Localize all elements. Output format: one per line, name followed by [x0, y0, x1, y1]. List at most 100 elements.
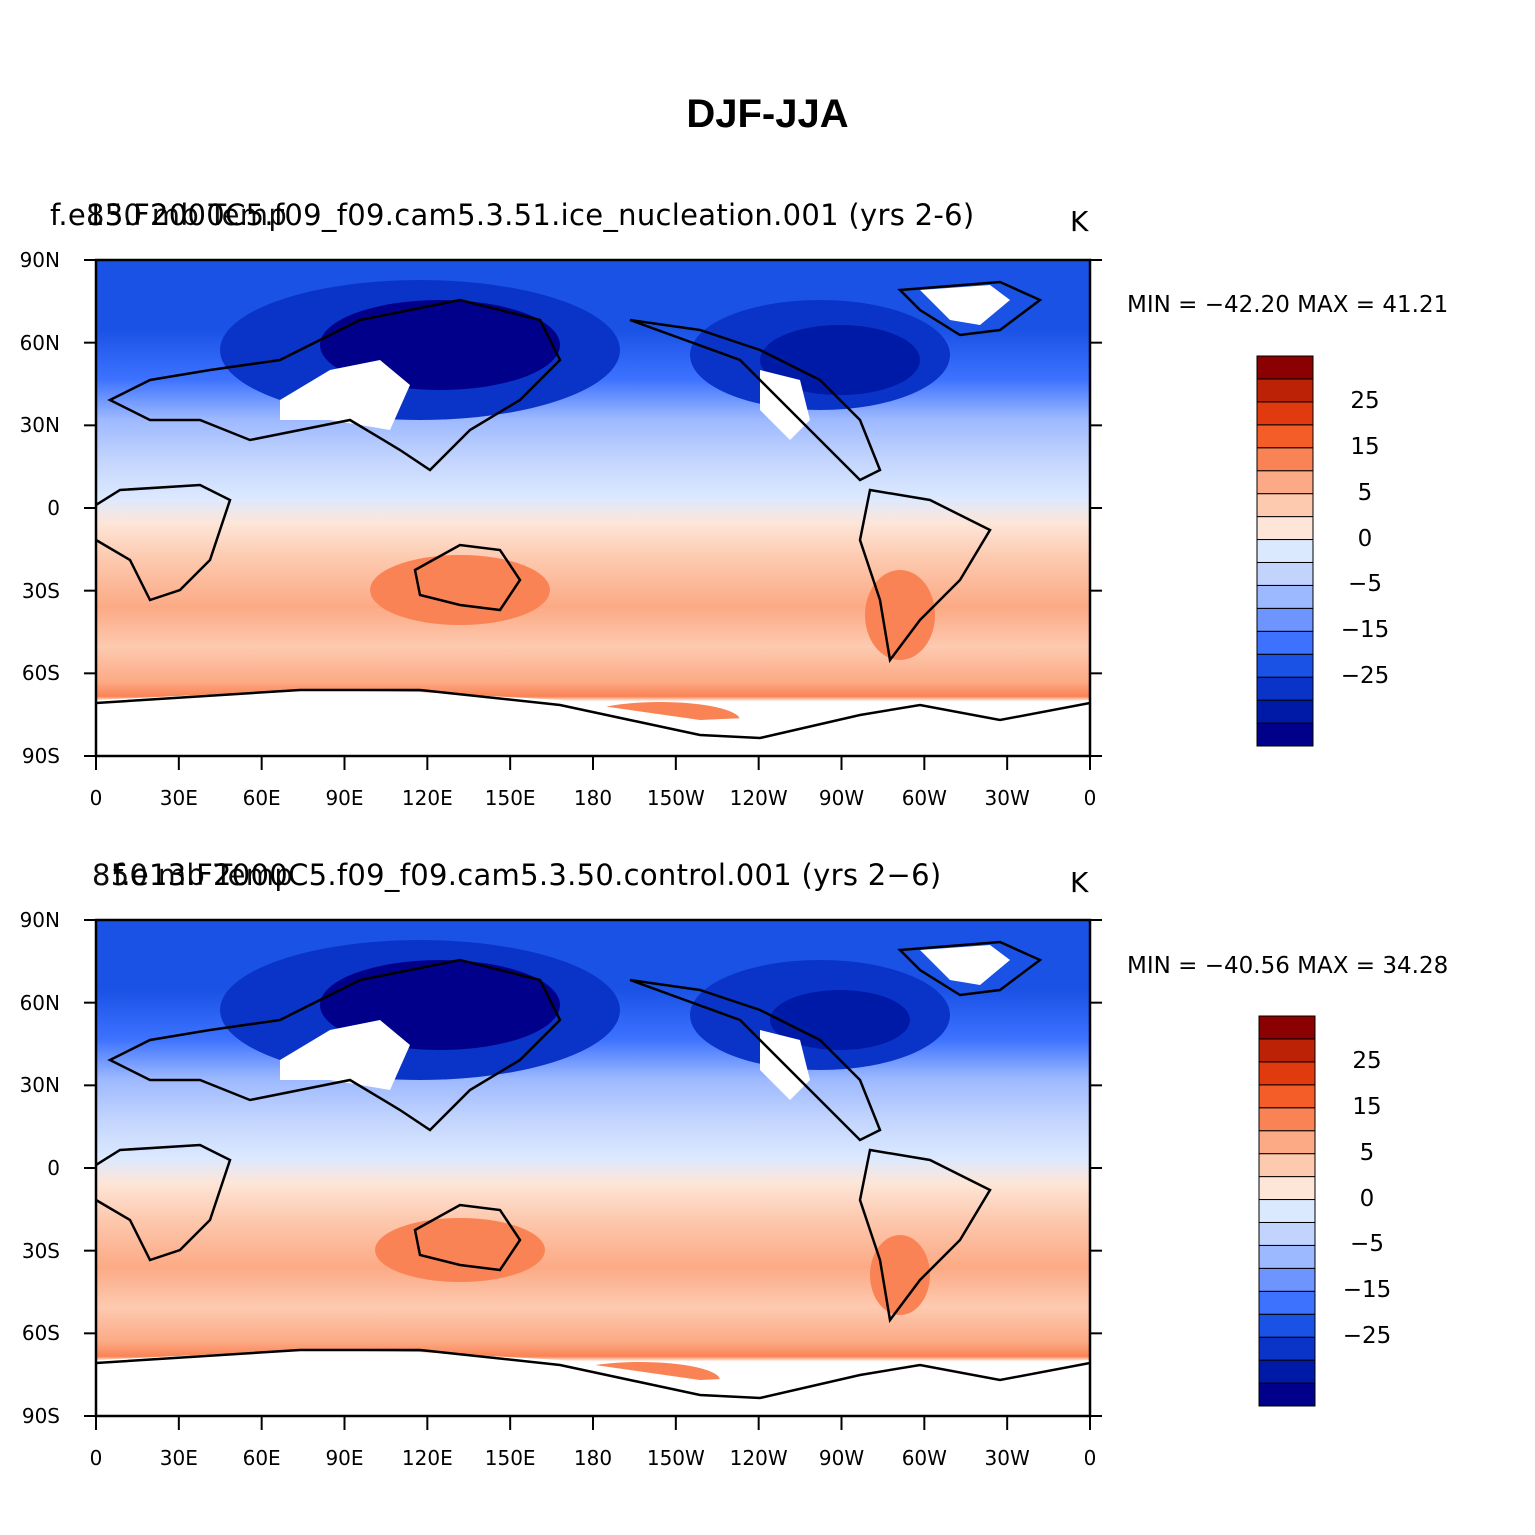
australia-warm-region-b	[375, 1218, 545, 1282]
top-tick-marks	[84, 259, 1102, 770]
colorbar-label: 5	[1357, 479, 1373, 506]
colorbar-swatch	[1258, 1336, 1316, 1361]
lat-tick-label: 90S	[21, 1404, 60, 1428]
antarctica-coast-b	[96, 1348, 1090, 1400]
top-panel-units: K	[1070, 205, 1089, 238]
top-panel-variable-title: 850 mb Temp	[86, 198, 288, 232]
colorbar-swatch	[1258, 1313, 1316, 1338]
colorbar-label: 5	[1359, 1139, 1375, 1166]
colorbar-swatch	[1258, 1038, 1316, 1063]
greenland-coast-b	[897, 940, 1043, 997]
greenland-coast	[897, 280, 1043, 337]
colorbar-swatch	[1258, 1290, 1316, 1315]
colorbar-label: −15	[1340, 617, 1390, 644]
colorbar-swatch	[1258, 1176, 1316, 1201]
north-america-coast	[629, 318, 882, 482]
south-america-warm-region-b	[870, 1235, 930, 1315]
top-colorbar	[1256, 355, 1314, 747]
bottom-map-panel	[84, 918, 1102, 1430]
lon-tick-label: 30E	[159, 786, 198, 810]
colorbar-label: −15	[1342, 1277, 1392, 1304]
top-panel-min: MIN = −42.20 MAX = 41.21	[1127, 292, 1448, 318]
colorbar-swatch	[1256, 584, 1314, 609]
bottom-colorbar	[1258, 1015, 1316, 1407]
north-america-coast-b	[629, 978, 882, 1142]
colorbar-label: 15	[1352, 1093, 1382, 1120]
lat-tick-label: 90S	[21, 744, 60, 768]
lon-tick-label: 60W	[901, 1446, 947, 1470]
canada-coldest-region	[760, 325, 920, 395]
colorbar-swatch	[1256, 630, 1314, 655]
bottom-map-field	[96, 920, 1090, 1416]
lat-tick-label: 60N	[19, 990, 60, 1015]
lat-tick-label: 60N	[19, 330, 60, 355]
colorbar-swatch	[1256, 447, 1314, 472]
lat-tick-label: 30S	[21, 1238, 60, 1263]
colorbar-label: 25	[1350, 387, 1380, 414]
colorbar-swatch	[1256, 493, 1314, 518]
colorbar-swatch	[1258, 1153, 1316, 1178]
antarctica-coast	[96, 688, 1090, 740]
top-min-value: MIN = −42.20	[1127, 292, 1290, 318]
colorbar-swatch	[1256, 699, 1314, 724]
south-america-warm-region	[865, 570, 935, 660]
lat-tick-label: 30S	[21, 578, 60, 603]
tibet-missing-b	[280, 1020, 410, 1090]
bottom-tick-marks	[84, 919, 1102, 1430]
lon-tick-label: 150W	[646, 1446, 705, 1470]
tibet-missing	[280, 360, 410, 430]
colorbar-swatch	[1256, 378, 1314, 403]
lon-tick-label: 120W	[729, 786, 788, 810]
colorbar-swatch	[1258, 1015, 1316, 1040]
australia-warm-region	[370, 555, 550, 625]
colorbar-swatch	[1258, 1267, 1316, 1292]
lon-tick-label: 60W	[901, 786, 947, 810]
lon-tick-label: 60E	[242, 786, 281, 810]
colorbar-label: −5	[1350, 1231, 1384, 1258]
eurasia-coast	[107, 298, 562, 472]
colorbar-label: −5	[1348, 571, 1382, 598]
colorbar-swatch	[1256, 401, 1314, 426]
lon-tick-label: 0	[89, 786, 103, 810]
lat-tick-label: 60S	[21, 1321, 60, 1346]
colorbar-swatch	[1256, 516, 1314, 541]
colorbar-swatch	[1258, 1061, 1316, 1086]
colorbar-swatch	[1258, 1382, 1316, 1407]
africa-coast-b	[96, 1143, 232, 1262]
greenland-missing	[920, 285, 1010, 325]
colorbar-swatch	[1256, 470, 1314, 495]
colorbar-swatch	[1258, 1359, 1316, 1384]
eurasia-coast-b	[107, 958, 562, 1132]
lon-tick-label: 90E	[325, 1446, 364, 1470]
lon-tick-label: 120W	[729, 1446, 788, 1470]
top-map-panel	[84, 258, 1102, 770]
lon-tick-label: 30W	[984, 786, 1030, 810]
bottom-max-value: MAX = 34.28	[1297, 953, 1449, 979]
colorbar-swatch	[1256, 722, 1314, 747]
lon-tick-label: 180	[573, 786, 613, 810]
lat-tick-label: 90N	[19, 908, 60, 932]
bottom-panel-min: MIN = −40.56 MAX = 34.28	[1127, 953, 1448, 979]
top-panel-case-title: f.e13.F2000C5.f09_f09.cam5.3.51.ice_nucl…	[50, 198, 975, 232]
colorbar-swatch	[1256, 355, 1314, 380]
lon-tick-label: 120E	[401, 786, 453, 810]
figure-title: DJF-JJA	[686, 92, 849, 136]
lon-tick-label: 30W	[984, 1446, 1030, 1470]
lon-tick-label: 0	[89, 1446, 103, 1470]
lon-tick-label: 90W	[818, 1446, 865, 1470]
colorbar-swatch	[1258, 1130, 1316, 1155]
colorbar-swatch	[1258, 1107, 1316, 1132]
bottom-panel-case-title: f.e13.F2000C5.f09_f09.cam5.3.50.control.…	[113, 858, 942, 892]
lat-tick-label: 0	[47, 1156, 60, 1180]
australia-coast	[413, 543, 522, 612]
lon-tick-label: 150E	[484, 786, 536, 810]
lon-tick-label: 120E	[401, 1446, 453, 1470]
lat-tick-label: 30N	[19, 413, 60, 438]
lat-tick-label: 0	[47, 496, 60, 520]
colorbar-swatch	[1258, 1199, 1316, 1223]
lon-tick-label: 150E	[484, 1446, 536, 1470]
south-america-coast-b	[858, 1148, 992, 1324]
colorbar-label: 25	[1352, 1047, 1382, 1074]
africa-coast	[96, 483, 232, 602]
